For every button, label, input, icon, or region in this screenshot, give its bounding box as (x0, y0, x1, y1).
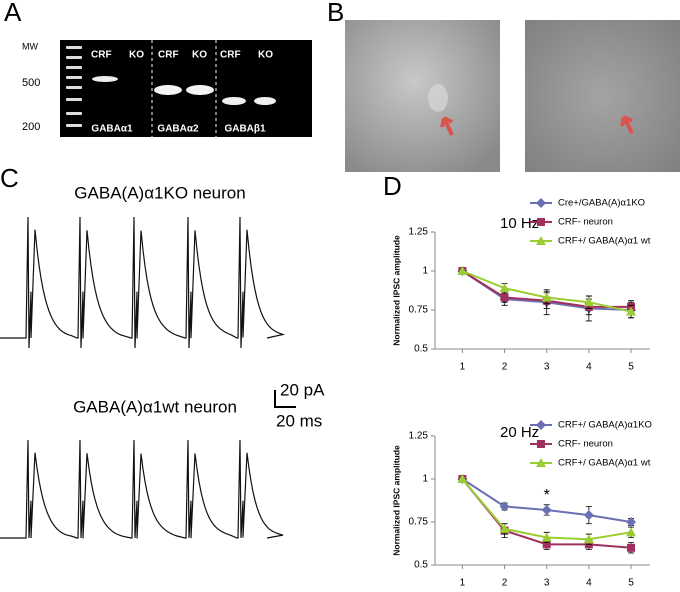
gene-label: GABAβ1 (224, 124, 266, 135)
marker (626, 517, 637, 527)
marker (583, 534, 594, 544)
microscope-images (345, 20, 680, 172)
x-tick-label: 1 (460, 362, 466, 373)
marker (627, 543, 636, 552)
legend-marker (536, 198, 546, 208)
legend-label: Cre+/GABA(A)α1KO (558, 198, 645, 209)
x-tick-label: 3 (544, 578, 550, 589)
legend-marker (537, 218, 545, 226)
marker (499, 283, 510, 293)
legend-label: CRF+/ GABA(A)α1KO (558, 420, 652, 431)
y-tick-label: 0.75 (409, 305, 429, 316)
scale-label: 20 ms (276, 411, 322, 430)
gene-label: GABAα2 (157, 124, 199, 135)
gel-image (60, 40, 312, 137)
size-label: 500 (22, 77, 40, 89)
lane-label: KO (192, 50, 207, 61)
x-tick-label: 4 (586, 362, 592, 373)
scale-label: 20 pA (280, 380, 325, 399)
marker (626, 306, 637, 316)
gene-label: GABAα1 (91, 124, 133, 135)
legend-marker (536, 236, 546, 245)
x-tick-label: 5 (628, 578, 634, 589)
y-tick-label: 1.25 (409, 227, 429, 238)
x-tick-label: 2 (502, 578, 508, 589)
legend-label: CRF- neuron (558, 439, 613, 450)
y-tick-label: 0.5 (414, 344, 428, 355)
panel-label: C (0, 163, 19, 193)
y-tick-label: 0.75 (409, 517, 429, 528)
chart-title: 20 Hz (500, 424, 539, 441)
y-tick-label: 1.25 (409, 431, 429, 442)
mw-label: MW (22, 41, 38, 51)
lane-label: KO (258, 50, 273, 61)
marker (499, 523, 510, 533)
legend-label: CRF- neuron (558, 217, 613, 228)
lane-label: KO (129, 50, 144, 61)
legend-marker (537, 440, 545, 448)
trace (0, 216, 286, 349)
legend-label: CRF+/ GABA(A)α1 wt (558, 458, 651, 469)
x-tick-label: 3 (544, 362, 550, 373)
panel-label: B (327, 0, 344, 27)
trace-title: GABA(A)α1wt neuron (73, 397, 237, 416)
panel-label: A (4, 0, 22, 27)
x-tick-label: 4 (586, 578, 592, 589)
marker (542, 540, 551, 549)
marker (457, 266, 468, 275)
y-tick-label: 1 (422, 474, 428, 485)
marker (626, 527, 637, 537)
marker (500, 293, 509, 302)
y-tick-label: 1 (422, 266, 428, 277)
y-axis-label: Normalized IPSC amplitude (391, 445, 401, 556)
y-tick-label: 0.5 (414, 560, 428, 571)
marker (583, 510, 594, 521)
panel-label: D (383, 171, 402, 201)
trace (0, 439, 284, 539)
legend-marker (536, 420, 546, 430)
annotation: * (544, 487, 550, 504)
lane-label: CRF (91, 50, 112, 61)
chart-title: 10 Hz (500, 215, 539, 232)
x-tick-label: 1 (460, 578, 466, 589)
size-label: 200 (22, 121, 40, 133)
legend-marker (536, 458, 546, 467)
trace-title: GABA(A)α1KO neuron (74, 183, 245, 202)
legend-label: CRF+/ GABA(A)α1 wt (558, 236, 651, 247)
scale-bar (274, 390, 296, 408)
marker (499, 501, 510, 512)
marker (541, 292, 552, 302)
y-axis-label: Normalized IPSC amplitude (391, 235, 401, 346)
marker (541, 532, 552, 542)
x-tick-label: 5 (628, 362, 634, 373)
lane-label: CRF (220, 50, 241, 61)
marker (541, 504, 552, 515)
lane-label: CRF (158, 50, 179, 61)
marker (583, 297, 594, 307)
marker (457, 474, 468, 483)
x-tick-label: 2 (502, 362, 508, 373)
